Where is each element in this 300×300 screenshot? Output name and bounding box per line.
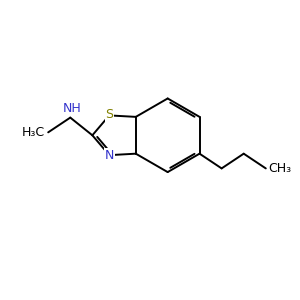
Text: S: S xyxy=(105,108,113,121)
Text: CH₃: CH₃ xyxy=(268,162,291,175)
Text: H₃C: H₃C xyxy=(22,126,45,139)
Text: N: N xyxy=(105,149,114,162)
Text: NH: NH xyxy=(62,102,81,115)
